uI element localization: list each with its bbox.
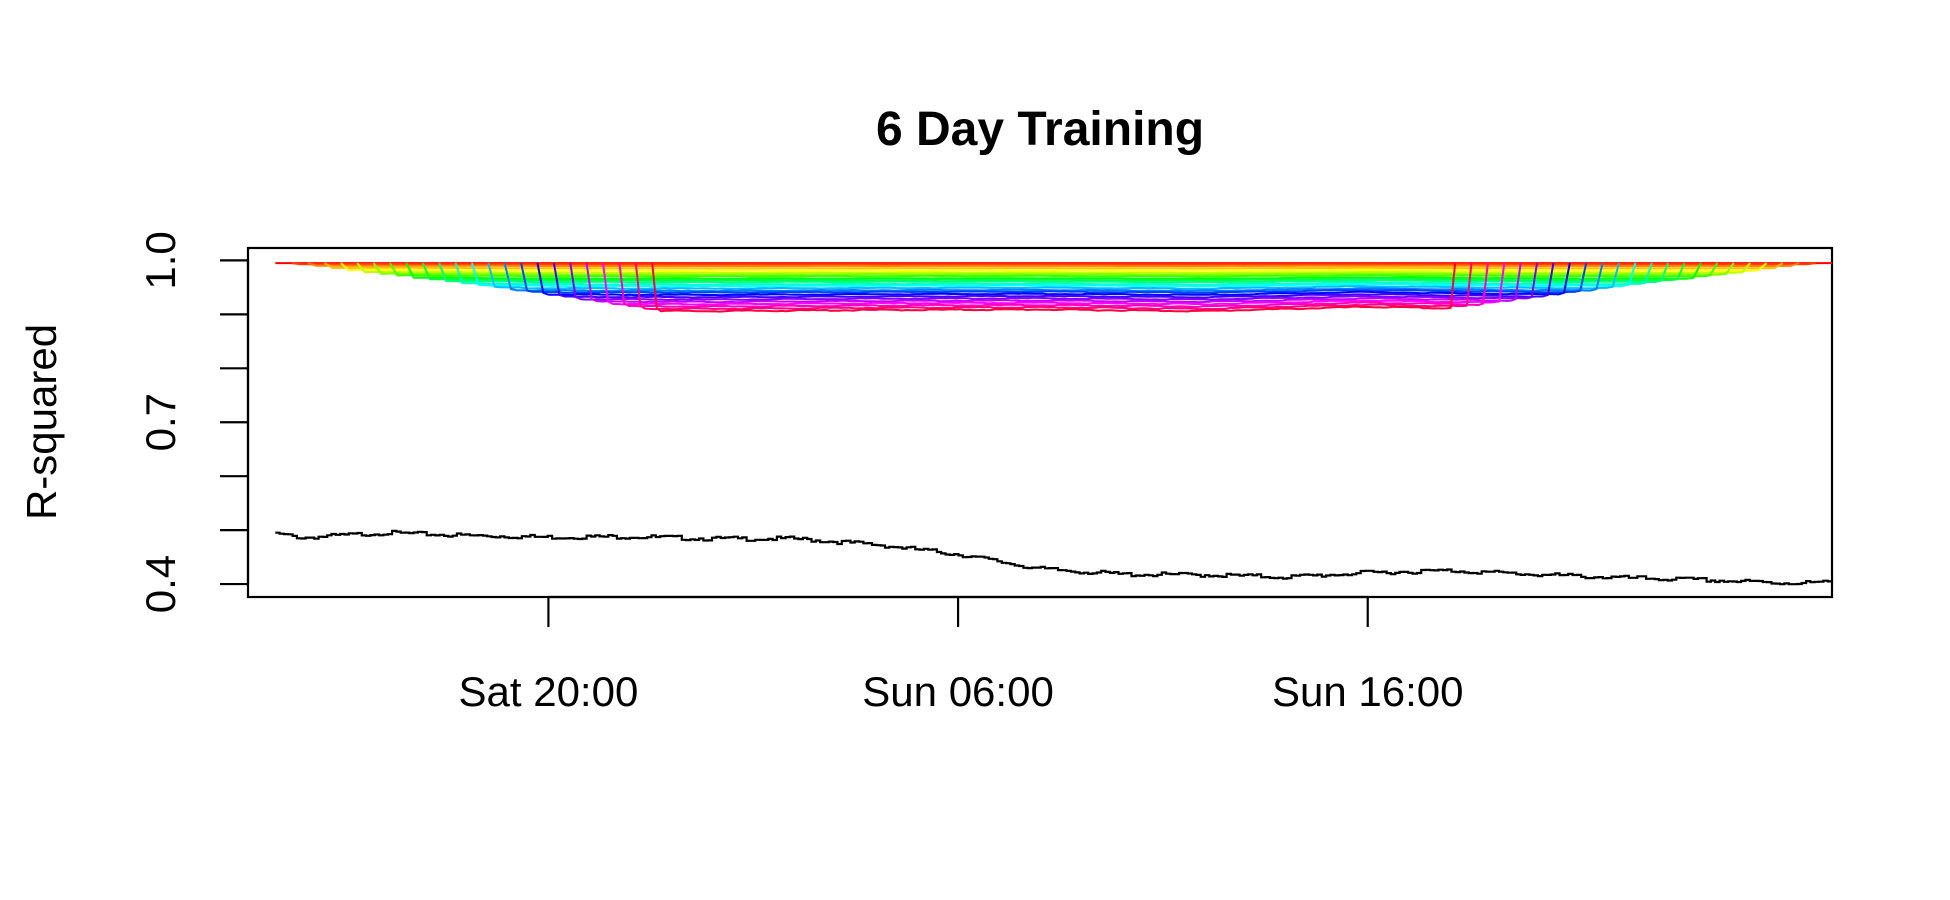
rainbow-series-line	[438, 262, 1670, 284]
rainbow-series-line	[421, 262, 1686, 282]
rainbow-series-line	[340, 262, 1768, 272]
rainbow-series-line	[356, 262, 1751, 275]
y-axis: 0.4 0.7 1.0	[137, 231, 250, 613]
rainbow-series-line	[307, 262, 1800, 267]
black-series-group	[275, 529, 1834, 586]
y-axis-label: R-squared	[18, 324, 65, 520]
rainbow-series-line	[503, 262, 1604, 293]
x-tick-label: Sun 06:00	[862, 668, 1054, 715]
rainbow-series-line	[536, 262, 1571, 297]
chart-title: 6 Day Training	[876, 103, 1204, 156]
rainbow-series-line	[634, 262, 1473, 311]
y-tick-label: 0.4	[137, 555, 184, 613]
rainbow-series-line	[569, 262, 1538, 301]
rainbow-series-line	[470, 262, 1637, 288]
rainbow-series-line	[389, 262, 1719, 278]
x-tick-label: Sun 16:00	[1272, 668, 1464, 715]
y-tick-label: 0.7	[137, 393, 184, 451]
rainbow-series-group	[275, 262, 1832, 313]
rainbow-series-line	[323, 262, 1784, 270]
rainbow-series-line	[291, 262, 1816, 266]
rainbow-series-line	[520, 262, 1588, 294]
x-tick-label: Sat 20:00	[459, 668, 639, 715]
rainbow-series-line	[585, 262, 1522, 304]
rainbow-series-line	[487, 262, 1620, 290]
y-tick-label: 1.0	[137, 231, 184, 289]
black-series-line	[275, 529, 1834, 586]
rainbow-series-line	[372, 262, 1735, 276]
x-axis: Sat 20:00 Sun 06:00 Sun 16:00	[459, 595, 1464, 715]
rainbow-series-line	[602, 262, 1506, 306]
rainbow-series-line	[618, 262, 1489, 308]
rainbow-series-line	[651, 263, 1457, 313]
rainbow-series-line	[552, 262, 1555, 299]
